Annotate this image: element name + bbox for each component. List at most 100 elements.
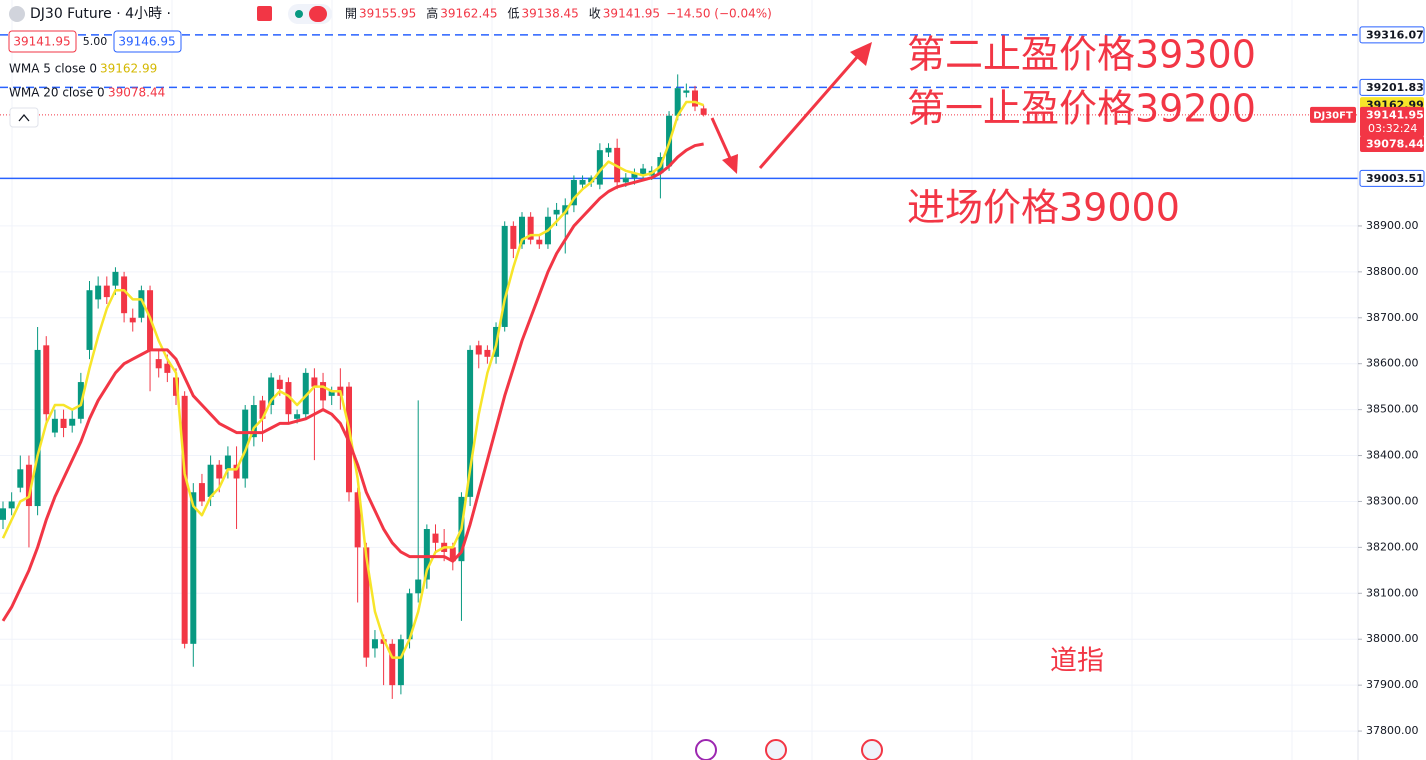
arrows xyxy=(710,42,872,174)
candle-body xyxy=(467,349,474,497)
candle-body xyxy=(536,239,543,245)
price-tag xyxy=(1359,26,1425,44)
y-tick-label: 38900.00 xyxy=(1366,219,1419,232)
y-tick-label: 37800.00 xyxy=(1366,724,1419,737)
candle-body xyxy=(475,345,482,355)
candle-body xyxy=(95,285,102,300)
chevron xyxy=(18,113,30,122)
ohlc-value: 39138.45 xyxy=(522,7,579,21)
bid: 39141.95 xyxy=(13,35,70,49)
y-tick-label: 38000.00 xyxy=(1366,632,1419,645)
candle-body xyxy=(285,382,292,415)
candle-body xyxy=(320,382,327,401)
candle-body xyxy=(268,377,275,406)
ohlc-label: 收 xyxy=(589,7,601,21)
price-tag-label: 39078.44 xyxy=(1366,137,1424,150)
candle-body xyxy=(553,209,560,215)
candle-body xyxy=(121,276,128,314)
candle-body xyxy=(415,579,422,594)
candle-body xyxy=(363,547,370,658)
event-icon[interactable] xyxy=(765,739,787,760)
ohlc-label: 高 xyxy=(426,6,438,21)
candle-body xyxy=(155,359,162,369)
candle-body xyxy=(397,639,404,686)
arrow-line xyxy=(758,55,860,169)
symbol-icon xyxy=(9,6,25,22)
candle-body xyxy=(138,290,145,318)
candle-body xyxy=(311,377,318,387)
candle-body xyxy=(674,88,681,116)
indicator-value: 39162.99 xyxy=(100,62,157,76)
candle-body xyxy=(69,418,76,426)
status-dot xyxy=(295,10,303,18)
event-icon[interactable] xyxy=(861,739,883,760)
candle-body xyxy=(596,150,603,185)
candle-body xyxy=(588,177,595,183)
y-tick-label: 38600.00 xyxy=(1366,357,1419,370)
candle-body xyxy=(25,464,32,507)
candle-body xyxy=(8,501,15,509)
candle-body xyxy=(700,108,707,115)
y-tick-label: 38500.00 xyxy=(1366,403,1419,416)
indicator-name[interactable]: WMA 5 close 0 xyxy=(9,62,97,76)
buy-button[interactable] xyxy=(113,30,182,53)
event-icon[interactable] xyxy=(695,739,717,760)
candle-body xyxy=(605,147,612,153)
candle-body xyxy=(242,409,249,479)
candle-body xyxy=(43,345,50,415)
annotation: 第二止盈价格39300 xyxy=(907,33,1256,77)
flag-button[interactable] xyxy=(257,6,272,21)
candle-body xyxy=(276,379,283,389)
sell-button[interactable] xyxy=(8,30,77,53)
indicator-line xyxy=(1,142,704,622)
candle-body xyxy=(112,271,119,286)
price-axis-labels: 37800.00 37900.00 38000.00 38100.00 38200.00… xyxy=(1358,219,1419,737)
candle-body xyxy=(181,395,188,644)
candle-body xyxy=(432,533,439,543)
indicator-name[interactable]: WMA 20 close 0 xyxy=(9,86,105,100)
price-tag-label: 39316.07 xyxy=(1366,28,1424,41)
candle-body xyxy=(216,464,223,479)
candle-body xyxy=(371,639,378,649)
candle-body xyxy=(198,483,205,502)
candle-body xyxy=(51,418,58,433)
candle-body xyxy=(164,363,171,373)
y-tick-label: 37900.00 xyxy=(1366,678,1419,691)
annotations: 第二止盈价格39300 第一止盈价格39200 进场价格39000 道指 xyxy=(907,33,1256,677)
candle-body xyxy=(423,529,430,580)
candle-body xyxy=(692,90,698,107)
ohlc-value: 39155.95 xyxy=(359,7,416,21)
candle-body xyxy=(328,391,335,396)
annotation: 第一止盈价格39200 xyxy=(907,87,1256,131)
y-tick-label: 38300.00 xyxy=(1366,494,1419,507)
ohlc-label: 低 xyxy=(508,7,520,21)
price-tag-label: 39003.51 xyxy=(1366,172,1424,185)
price-tag xyxy=(1359,78,1425,96)
collapse-button[interactable] xyxy=(9,107,39,128)
y-tick-label: 38200.00 xyxy=(1366,540,1419,553)
indicator-value: 39078.44 xyxy=(108,86,165,100)
candle-body xyxy=(354,492,361,548)
arrow-line xyxy=(710,117,732,159)
annotation: 进场价格39000 xyxy=(907,186,1180,230)
candle-body xyxy=(86,290,93,350)
candle-body xyxy=(233,464,240,479)
candle-body xyxy=(501,225,508,327)
candle-body xyxy=(406,593,413,640)
candle-body xyxy=(302,372,309,415)
countdown: 03:32:24 xyxy=(1368,122,1417,135)
candle-body xyxy=(640,168,647,176)
legend: DJ30 Future · 4小時 · 開 39155.95 高 39162.45 低 3… xyxy=(8,4,772,128)
candle-body xyxy=(579,180,586,185)
ohlc-value: 39141.95 xyxy=(603,7,660,21)
symbol-title[interactable]: DJ30 Future · 4小時 · xyxy=(30,6,171,22)
candle-body xyxy=(259,400,266,419)
spread: 5.00 xyxy=(83,35,108,48)
y-tick-label: 38700.00 xyxy=(1366,311,1419,324)
arrow-head xyxy=(722,154,738,174)
candle-body xyxy=(224,455,231,470)
candle-body xyxy=(0,508,6,520)
ask: 39146.95 xyxy=(118,35,175,49)
candle-body xyxy=(103,285,110,298)
